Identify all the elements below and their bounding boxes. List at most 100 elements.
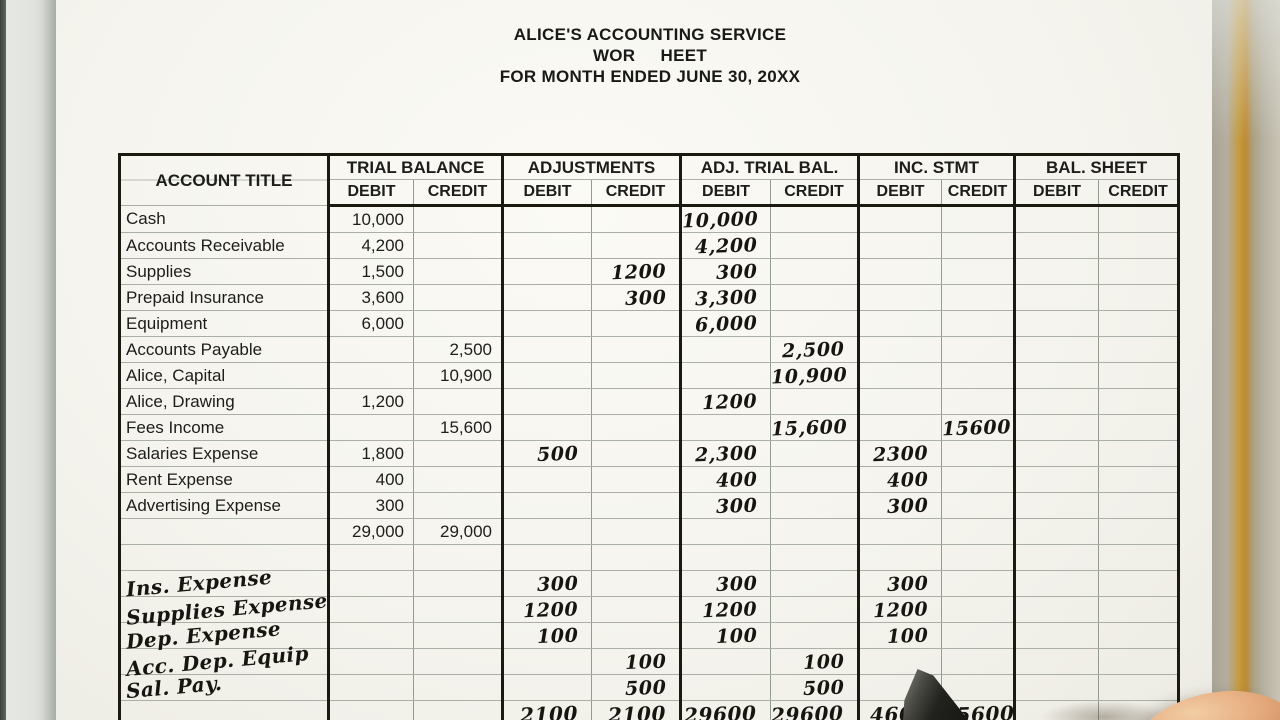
value-cell: 300 <box>327 492 414 519</box>
value-cell <box>501 310 593 337</box>
value-cell: 29600 <box>770 700 860 720</box>
amount-text: 10,900 <box>770 363 848 389</box>
value-cell: 2,500 <box>770 336 860 363</box>
group-header-bal-sheet: BAL. SHEET <box>1013 154 1181 180</box>
value-cell <box>591 362 682 389</box>
account-title-cell: Sal. Pay. <box>119 670 329 703</box>
amount-text: 15600 <box>941 415 1012 440</box>
value-cell <box>591 492 682 519</box>
value-cell <box>1013 596 1100 623</box>
account-title-cell: Supplies Expense <box>119 588 329 629</box>
value-cell: 300 <box>857 492 943 519</box>
account-title-text: Supplies <box>126 261 192 281</box>
value-cell <box>1013 336 1100 363</box>
value-cell <box>1013 205 1100 233</box>
amount-text: 2100 <box>607 700 667 720</box>
account-title-text: Equipment <box>126 313 208 333</box>
col-header-tb-debit: DEBIT <box>327 179 414 207</box>
value-cell <box>412 674 504 701</box>
amount-text: 300 <box>715 572 758 596</box>
account-title-cell <box>119 544 329 571</box>
value-cell <box>501 388 593 415</box>
value-cell <box>591 414 682 441</box>
value-cell <box>770 622 860 649</box>
value-cell <box>412 232 504 259</box>
value-cell <box>591 622 682 649</box>
value-cell <box>1013 232 1100 259</box>
value-cell <box>1098 466 1180 493</box>
value-cell <box>1013 414 1100 441</box>
value-cell <box>412 544 504 571</box>
value-cell <box>327 622 414 649</box>
value-cell: 400 <box>857 466 943 493</box>
col-header-bs-debit: DEBIT <box>1013 179 1100 207</box>
value-cell <box>857 414 943 441</box>
amount-text: 29,000 <box>440 521 493 541</box>
value-cell: 500 <box>501 440 593 467</box>
value-cell: 300 <box>679 258 772 285</box>
value-cell: 10,000 <box>679 205 772 233</box>
value-cell: 1200 <box>501 596 593 623</box>
value-cell: 1200 <box>591 258 682 285</box>
value-cell <box>679 414 772 441</box>
worksheet-row: Rent Expense 400 400 400 <box>119 466 1180 493</box>
value-cell <box>679 674 772 701</box>
value-cell <box>1098 544 1180 571</box>
value-cell: 15,600 <box>412 414 504 441</box>
value-cell <box>941 284 1016 311</box>
account-title-text: Alice, Capital <box>126 365 226 385</box>
value-cell <box>327 596 414 623</box>
value-cell <box>770 518 860 545</box>
value-cell <box>941 570 1016 597</box>
account-title-cell: Cash <box>119 205 329 233</box>
value-cell <box>679 336 772 363</box>
value-cell <box>770 232 860 259</box>
value-cell <box>941 310 1016 337</box>
value-cell <box>941 232 1016 259</box>
value-cell <box>591 544 682 571</box>
value-cell <box>501 414 593 441</box>
amount-text: 15,600 <box>440 417 493 437</box>
worksheet-row: Sal. Pay. 500 500 <box>119 670 1180 703</box>
value-cell <box>1098 232 1180 259</box>
group-header-adj-trial-bal: ADJ. TRIAL BAL. <box>679 154 861 180</box>
value-cell <box>1013 362 1100 389</box>
value-cell: 4,200 <box>327 232 414 259</box>
worksheet-row: 29,000 29,000 <box>119 518 1180 545</box>
value-cell <box>770 466 860 493</box>
group-header-adjustments: ADJUSTMENTS <box>501 154 683 180</box>
worksheet-row: Cash 10,000 10,000 <box>119 205 1180 233</box>
value-cell <box>1098 518 1180 545</box>
value-cell: 29,000 <box>412 518 504 545</box>
value-cell <box>770 596 860 623</box>
value-cell: 15,600 <box>770 414 860 441</box>
group-header-inc-stmt: INC. STMT <box>857 154 1017 180</box>
value-cell <box>1013 388 1100 415</box>
value-cell <box>1098 492 1180 519</box>
value-cell <box>1013 622 1100 649</box>
col-header-adj-credit: CREDIT <box>591 179 682 207</box>
amount-text: 100 <box>802 650 845 674</box>
worksheet-row: 2100 2100 29600 29600 4600 15600 <box>119 700 1180 720</box>
value-cell <box>770 258 860 285</box>
value-cell <box>327 336 414 363</box>
value-cell <box>1098 205 1180 233</box>
value-cell <box>412 205 504 233</box>
account-title-cell: Alice, Capital <box>119 362 329 389</box>
col-header-is-credit: CREDIT <box>941 179 1016 207</box>
value-cell: 29,000 <box>327 518 414 545</box>
value-cell <box>412 388 504 415</box>
value-cell <box>770 284 860 311</box>
account-title-text: Accounts Payable <box>126 339 263 359</box>
value-cell <box>501 284 593 311</box>
amount-text: 10,900 <box>440 365 493 385</box>
col-header-atb-debit: DEBIT <box>679 179 772 207</box>
table-edge-dark-strip <box>0 0 6 720</box>
value-cell: 4,200 <box>679 232 772 259</box>
value-cell <box>412 648 504 675</box>
amount-text: 2300 <box>872 441 929 466</box>
col-header-atb-credit: CREDIT <box>770 179 860 207</box>
wall-edge-strip <box>1212 0 1280 720</box>
amount-text: 1200 <box>701 389 758 414</box>
value-cell <box>1098 388 1180 415</box>
